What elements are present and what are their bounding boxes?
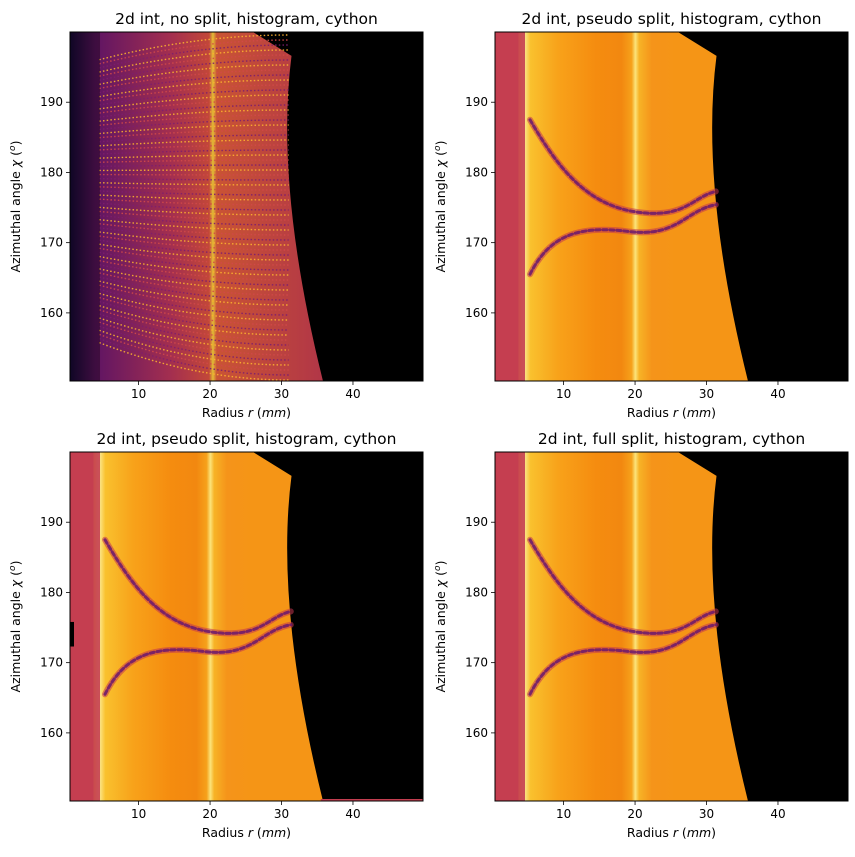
shadow-curves bbox=[102, 536, 294, 698]
chart-panel: 2d int, no split, histogram, cython 10 20 3… bbox=[8, 10, 424, 420]
x-tick-label: 30 bbox=[274, 387, 289, 401]
x-tick-label: 30 bbox=[274, 807, 289, 821]
y-tick-label: 190 bbox=[465, 95, 488, 109]
shadow-curves bbox=[527, 536, 719, 698]
x-axis-label: Radius r (mm) bbox=[202, 825, 291, 840]
chart-panel: 2d int, full split, histogram, cython 10 2… bbox=[433, 430, 849, 840]
y-axis-label: Azimuthal angle χ (o) bbox=[433, 141, 448, 273]
x-tick-label: 10 bbox=[556, 807, 571, 821]
edge-artifact bbox=[70, 621, 74, 647]
y-axis-label: Azimuthal angle χ (o) bbox=[8, 561, 23, 693]
x-tick-label: 40 bbox=[345, 807, 360, 821]
chart-title: 2d int, pseudo split, histogram, cython bbox=[96, 430, 396, 448]
y-tick-label: 170 bbox=[40, 656, 63, 670]
x-axis-label: Radius r (mm) bbox=[627, 825, 716, 840]
y-tick-label: 190 bbox=[40, 95, 63, 109]
chart-title: 2d int, no split, histogram, cython bbox=[115, 10, 378, 28]
y-tick-label: 170 bbox=[465, 656, 488, 670]
y-tick-label: 180 bbox=[40, 585, 63, 599]
x-tick-label: 10 bbox=[556, 387, 571, 401]
x-tick-label: 20 bbox=[627, 807, 642, 821]
y-tick-label: 180 bbox=[40, 165, 63, 179]
y-axis-label: Azimuthal angle χ (o) bbox=[433, 561, 448, 693]
axes-frame bbox=[494, 451, 849, 802]
x-axis-label: Radius r (mm) bbox=[627, 405, 716, 420]
x-tick-label: 20 bbox=[627, 387, 642, 401]
y-tick-label: 170 bbox=[40, 236, 63, 250]
heatmap-image bbox=[495, 32, 848, 381]
x-tick-label: 30 bbox=[699, 807, 714, 821]
y-tick-label: 160 bbox=[40, 726, 63, 740]
chart-panel: 2d int, pseudo split, histogram, cython 1… bbox=[8, 430, 424, 840]
y-tick-label: 160 bbox=[40, 306, 63, 320]
x-tick-label: 20 bbox=[202, 387, 217, 401]
y-tick-label: 160 bbox=[465, 306, 488, 320]
x-tick-label: 10 bbox=[131, 387, 146, 401]
x-tick-label: 30 bbox=[699, 387, 714, 401]
intensity-region bbox=[70, 32, 323, 381]
speckle-rows bbox=[99, 34, 289, 381]
x-tick-label: 40 bbox=[770, 807, 785, 821]
y-axis-label: Azimuthal angle χ (o) bbox=[8, 141, 23, 273]
y-tick-label: 180 bbox=[465, 585, 488, 599]
x-tick-label: 40 bbox=[345, 387, 360, 401]
x-tick-label: 10 bbox=[131, 807, 146, 821]
heatmap-image bbox=[495, 452, 848, 801]
heatmap-image bbox=[70, 452, 423, 801]
y-tick-label: 170 bbox=[465, 236, 488, 250]
y-tick-label: 190 bbox=[40, 515, 63, 529]
y-tick-label: 190 bbox=[465, 515, 488, 529]
chart-title: 2d int, full split, histogram, cython bbox=[538, 430, 805, 448]
shadow-curves bbox=[527, 116, 719, 278]
y-tick-label: 180 bbox=[465, 165, 488, 179]
chart-panel: 2d int, pseudo split, histogram, cython 1… bbox=[433, 10, 849, 420]
heatmap-image bbox=[70, 32, 423, 381]
edge-artifact bbox=[320, 799, 423, 801]
x-axis-label: Radius r (mm) bbox=[202, 405, 291, 420]
y-tick-label: 160 bbox=[465, 726, 488, 740]
axes-frame bbox=[494, 31, 849, 382]
x-tick-label: 40 bbox=[770, 387, 785, 401]
x-tick-label: 20 bbox=[202, 807, 217, 821]
axes-frame bbox=[69, 451, 424, 802]
axes-frame bbox=[69, 31, 424, 382]
chart-title: 2d int, pseudo split, histogram, cython bbox=[521, 10, 821, 28]
